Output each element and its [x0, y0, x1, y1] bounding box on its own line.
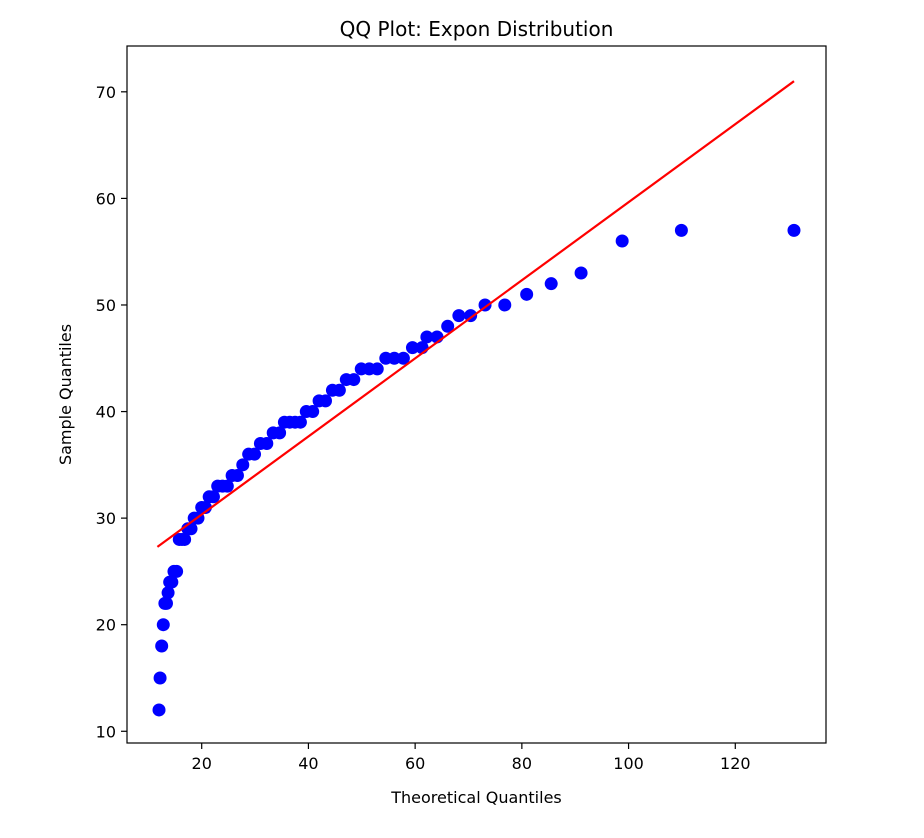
data-point [332, 383, 346, 397]
data-point [478, 298, 492, 312]
data-point [248, 447, 262, 461]
chart-title: QQ Plot: Expon Distribution [340, 17, 614, 41]
reference-line [156, 80, 795, 548]
x-tick-label: 40 [298, 754, 318, 773]
data-point [156, 618, 170, 632]
data-point [420, 330, 434, 344]
y-tick-label: 40 [96, 403, 116, 422]
data-point [260, 437, 274, 451]
y-tick-label: 70 [96, 83, 116, 102]
data-point [387, 351, 401, 365]
data-point [161, 586, 175, 600]
data-point [220, 479, 234, 493]
x-axis-label: Theoretical Quantiles [390, 788, 562, 807]
data-point [165, 575, 179, 589]
data-point [155, 639, 169, 653]
plot-area [152, 80, 801, 717]
data-point [452, 309, 466, 323]
data-point [318, 394, 332, 408]
data-point [574, 266, 588, 280]
data-point [159, 596, 173, 610]
data-point [206, 490, 220, 504]
data-point [405, 341, 419, 355]
data-point [153, 671, 167, 685]
x-tick-label: 80 [512, 754, 532, 773]
data-point [520, 287, 534, 301]
data-point [236, 458, 250, 472]
x-tick-label: 60 [405, 754, 425, 773]
y-tick-label: 30 [96, 509, 116, 528]
data-point [293, 415, 307, 429]
data-point [230, 468, 244, 482]
x-tick-label: 120 [720, 754, 751, 773]
data-point [544, 277, 558, 291]
data-point [674, 223, 688, 237]
x-tick-label: 20 [192, 754, 212, 773]
data-point [498, 298, 512, 312]
data-point [441, 319, 455, 333]
data-point [347, 373, 361, 387]
data-point [370, 362, 384, 376]
y-tick-label: 60 [96, 189, 116, 208]
data-point [787, 223, 801, 237]
x-tick-label: 100 [613, 754, 644, 773]
data-point [615, 234, 629, 248]
data-point [396, 351, 410, 365]
x-axis: 20 40 60 80 100 120 [192, 743, 751, 773]
y-tick-label: 20 [96, 616, 116, 635]
data-point [306, 405, 320, 419]
axes-frame [126, 45, 827, 744]
data-point [170, 564, 184, 578]
data-point [178, 532, 192, 546]
y-axis: 10 20 30 40 50 60 70 [96, 83, 127, 741]
data-point [273, 426, 287, 440]
data-point [152, 703, 166, 717]
y-axis-label: Sample Quantiles [56, 324, 75, 465]
y-tick-label: 10 [96, 722, 116, 741]
y-tick-label: 50 [96, 296, 116, 315]
